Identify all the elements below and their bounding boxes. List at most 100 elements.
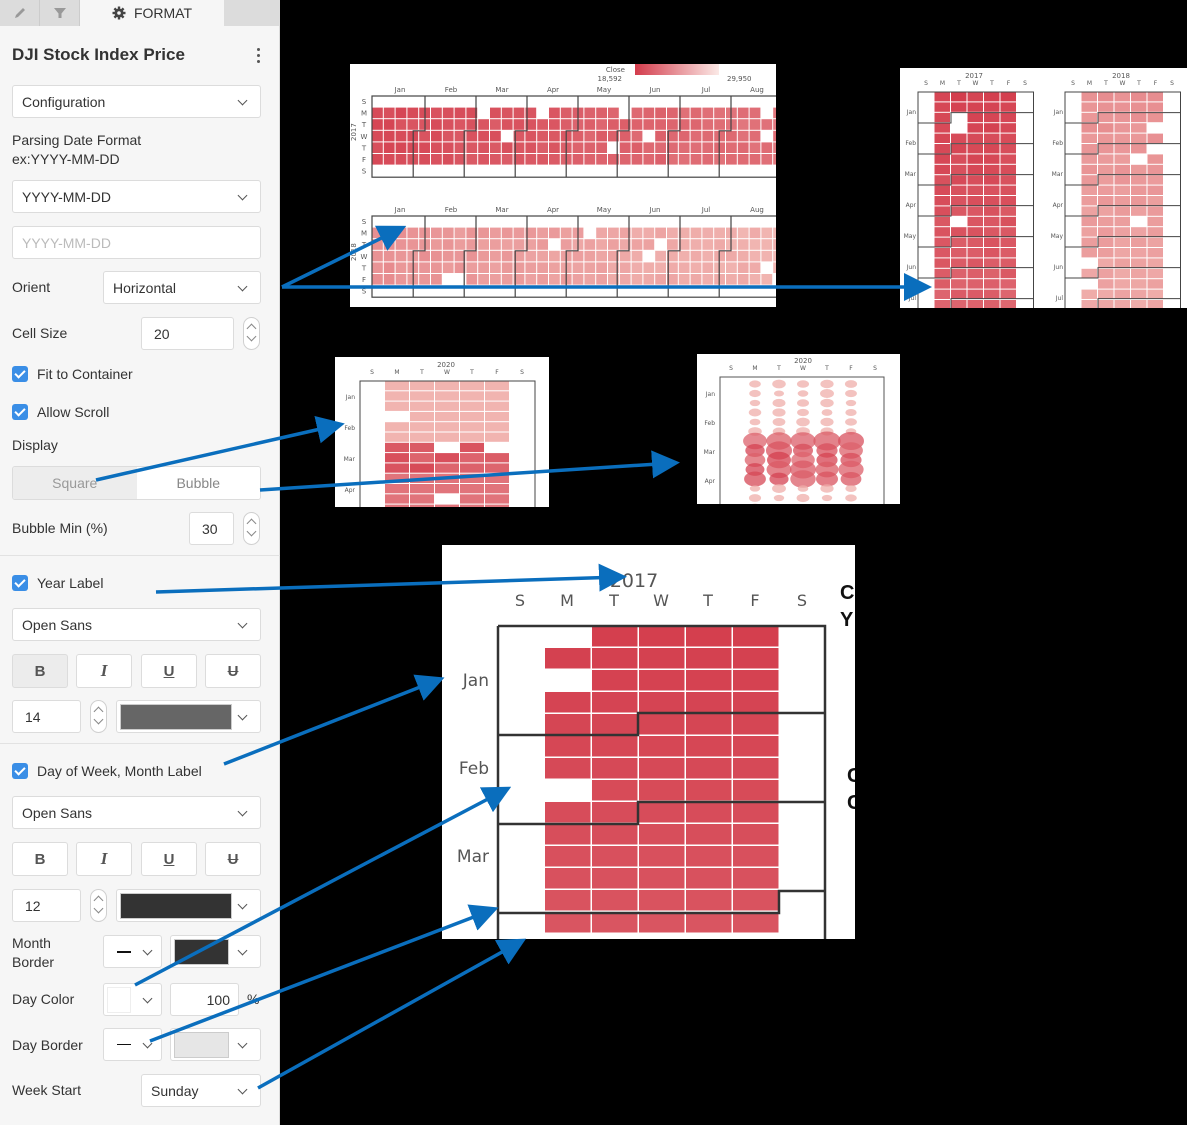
svg-text:Feb: Feb — [445, 86, 458, 94]
svg-text:S: S — [362, 218, 367, 226]
dow-italic-button[interactable]: I — [76, 842, 132, 876]
svg-text:Mar: Mar — [495, 86, 508, 94]
svg-text:F: F — [1154, 80, 1158, 87]
svg-text:Mar: Mar — [457, 847, 489, 867]
svg-text:S: S — [873, 365, 877, 372]
section-select[interactable]: Configuration — [12, 85, 261, 118]
svg-text:S: S — [797, 591, 807, 610]
display-toggle: Square Bubble — [12, 466, 261, 500]
dow-bold-button[interactable]: B — [12, 842, 68, 876]
svg-text:T: T — [1103, 80, 1108, 87]
format-panel: FORMAT DJI Stock Index Price Configurati… — [0, 0, 280, 1125]
svg-text:Jul: Jul — [701, 86, 711, 94]
svg-text:T: T — [361, 121, 367, 129]
svg-text:Jan: Jan — [462, 671, 489, 691]
svg-text:T: T — [361, 144, 367, 152]
svg-text:T: T — [608, 591, 619, 610]
bubble-min-stepper[interactable] — [243, 512, 260, 545]
svg-text:S: S — [1170, 80, 1174, 87]
day-color-label: Day Color — [12, 991, 75, 1007]
month-border-style-select[interactable] — [103, 935, 162, 968]
chevron-down-icon — [238, 1040, 248, 1050]
svg-text:T: T — [989, 80, 994, 87]
day-border-color-select[interactable] — [170, 1028, 261, 1061]
chevron-down-icon — [238, 712, 248, 722]
svg-text:T: T — [776, 365, 781, 372]
year-bold-button[interactable]: B — [12, 654, 68, 688]
allow-scroll-checkbox[interactable]: Allow Scroll — [12, 404, 109, 420]
day-color-swatch — [107, 986, 131, 1013]
svg-text:Apr: Apr — [1053, 202, 1064, 209]
display-square-option[interactable]: Square — [13, 467, 137, 499]
svg-text:Feb: Feb — [704, 420, 715, 427]
year-color-select[interactable] — [116, 700, 261, 733]
svg-text:Apr: Apr — [345, 487, 356, 494]
tab-format[interactable]: FORMAT — [80, 0, 224, 26]
parsing-format-select[interactable]: YYYY-MM-DD — [12, 180, 261, 213]
chevron-down-icon — [238, 192, 248, 202]
cell-size-label: Cell Size — [12, 325, 68, 341]
dow-month-label-checkbox[interactable]: Day of Week, Month Label — [12, 763, 202, 779]
svg-text:W: W — [973, 80, 979, 87]
horizontal-calendar-preview: Close 18,592 29,950 Jan Feb Mar Apr May Jun Jul Au… — [350, 64, 776, 307]
display-label: Display — [12, 437, 58, 453]
year-underline-button[interactable]: U — [141, 654, 197, 688]
checkbox-checked-icon — [12, 575, 28, 591]
display-bubble-option[interactable]: Bubble — [136, 467, 260, 499]
svg-text:Mar: Mar — [1052, 171, 1064, 178]
svg-text:T: T — [469, 369, 474, 376]
svg-text:F: F — [362, 156, 366, 164]
panel-title: DJI Stock Index Price — [12, 45, 185, 64]
svg-text:T: T — [361, 264, 367, 272]
year-font-size-stepper[interactable] — [90, 700, 107, 733]
cell-size-input[interactable]: 20 — [141, 317, 234, 350]
svg-text:S: S — [729, 365, 733, 372]
dow-color-select[interactable] — [116, 889, 261, 922]
day-border-label: Day Border — [12, 1037, 83, 1053]
tab-filter[interactable] — [40, 0, 80, 26]
svg-text:Jan: Jan — [394, 206, 406, 214]
bubble-min-input[interactable]: 30 — [189, 512, 234, 545]
svg-text:May: May — [597, 206, 611, 214]
dow-font-select[interactable]: Open Sans — [12, 796, 261, 829]
dow-font-size-stepper[interactable] — [90, 889, 107, 922]
svg-text:Jun: Jun — [906, 264, 917, 271]
year-color-swatch — [120, 703, 232, 730]
week-start-select[interactable]: Sunday — [141, 1074, 261, 1107]
svg-text:W: W — [800, 365, 806, 372]
chevron-down-icon — [238, 947, 248, 957]
year-label-checkbox[interactable]: Year Label — [12, 575, 103, 591]
square-heatmap: 2020 S M T W T F S Jan Feb Mar Apr — [344, 361, 536, 507]
more-options-icon[interactable] — [252, 47, 264, 63]
day-color-select[interactable] — [103, 983, 162, 1016]
tab-edit[interactable] — [0, 0, 40, 26]
year-strikethrough-button[interactable]: U — [205, 654, 261, 688]
day-border-color-swatch — [174, 1031, 229, 1058]
chevron-down-icon — [143, 1040, 153, 1050]
day-color-opacity-input[interactable]: 100 — [170, 983, 239, 1016]
dow-font-size-input[interactable]: 12 — [12, 889, 81, 922]
parsing-format-input[interactable]: YYYY-MM-DD — [12, 226, 261, 259]
year-font-size-input[interactable]: 14 — [12, 700, 81, 733]
svg-text:S: S — [362, 168, 367, 176]
percent-sign: % — [247, 991, 260, 1007]
year-font-select[interactable]: Open Sans — [12, 608, 261, 641]
svg-text:M: M — [560, 591, 574, 610]
orient-select[interactable]: Horizontal — [103, 271, 261, 304]
svg-text:S: S — [1071, 80, 1075, 87]
svg-text:May: May — [1051, 233, 1064, 240]
day-border-style-select[interactable] — [103, 1028, 162, 1061]
month-border-color-select[interactable] — [170, 935, 261, 968]
svg-text:S: S — [362, 288, 367, 296]
year-italic-button[interactable]: I — [76, 654, 132, 688]
svg-text:W: W — [361, 133, 368, 141]
dow-strikethrough-button[interactable]: U — [205, 842, 261, 876]
svg-text:29,950: 29,950 — [727, 75, 752, 83]
chevron-down-icon — [238, 901, 248, 911]
fit-to-container-checkbox[interactable]: Fit to Container — [12, 366, 133, 382]
svg-text:F: F — [849, 365, 853, 372]
svg-text:S: S — [370, 369, 374, 376]
svg-text:Apr: Apr — [547, 86, 559, 94]
cell-size-stepper[interactable] — [243, 317, 260, 350]
dow-underline-button[interactable]: U — [141, 842, 197, 876]
